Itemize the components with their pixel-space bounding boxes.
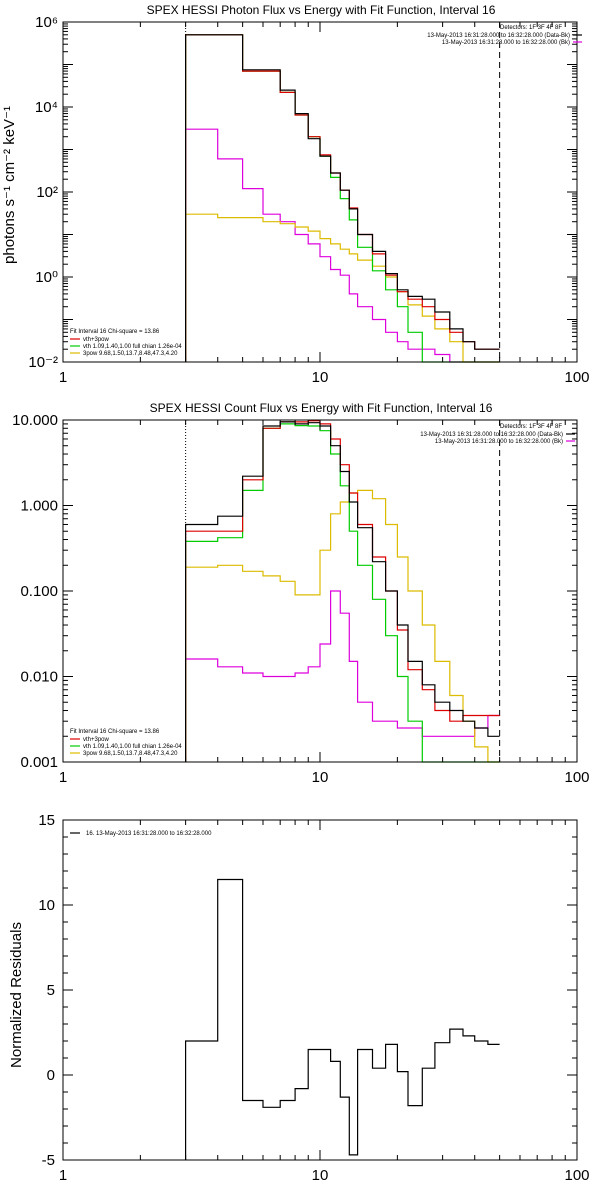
legend-vth-3pow-label: vth+3pow xyxy=(83,337,110,343)
legend-3pow-label: 3pow 9.68,1.50,13.7,8.48,47.3,4.20 xyxy=(83,751,178,757)
y-tick-label: 10⁶ xyxy=(35,14,58,31)
y-tick-label: 10⁴ xyxy=(35,99,58,116)
photon-flux-series xyxy=(185,22,501,363)
y-tick-label: 1.000 xyxy=(20,498,58,515)
y-tick-label: 5 xyxy=(47,982,55,999)
x-tick-label: 10 xyxy=(312,769,329,786)
legend-fit-interval-header: Fit Interval 16 Chi-square = 13.86 xyxy=(70,729,160,735)
count-flux-legend-top-right: Detectors: 1F 3F 4F 8F 13-May-2013 16:31… xyxy=(420,424,575,445)
legend-vth-label: vth 1.09,1.40,1.00 full chian 1.26e-04 xyxy=(83,344,182,350)
x-tick-label: 100 xyxy=(564,769,589,786)
photon-flux-y-axis-label: photons s⁻¹ cm⁻² keV⁻¹ xyxy=(1,106,18,264)
residuals-legend: 16. 13-May-2013 16:31:28.000 to 16:32:28… xyxy=(70,831,212,837)
photon-flux-legend-top-right: Detectors: 1F 3F 4F 8F 13-May-2013 16:31… xyxy=(427,25,582,46)
legend-bk-label: 13-May-2013 16:31:28.000 to 16:32:28.000… xyxy=(435,439,563,445)
series-line-0 xyxy=(185,421,500,762)
legend-vth-label: vth 1.09,1.40,1.00 full chian 1.26e-04 xyxy=(83,744,182,750)
y-tick-label: 10⁻² xyxy=(28,354,58,371)
y-tick-label: 0 xyxy=(47,1067,55,1084)
residuals-y-axis-label: Normalized Residuals xyxy=(8,922,25,1068)
count-flux-legend-bottom-left: Fit Interval 16 Chi-square = 13.86 vth+3… xyxy=(70,729,182,757)
x-tick-label: 1 xyxy=(59,1167,67,1184)
x-tick-label: 100 xyxy=(564,369,589,386)
series-line-0 xyxy=(185,878,500,1160)
y-tick-label: -5 xyxy=(42,1152,55,1169)
x-tick-label: 100 xyxy=(564,1167,589,1184)
legend-data-bk-label: 13-May-2013 16:31:28.000 to 16:32:28.000… xyxy=(427,33,570,39)
y-tick-label: 0.001 xyxy=(20,754,58,771)
y-tick-label: 0.100 xyxy=(20,583,58,600)
count-flux-panel: SPEX HESSI Count Flux vs Energy with Fit… xyxy=(12,401,589,786)
series-line-4 xyxy=(185,128,500,363)
y-tick-label: 10² xyxy=(36,184,58,201)
series-line-3 xyxy=(185,213,500,363)
photon-flux-panel: SPEX HESSI Photon Flux vs Energy with Fi… xyxy=(1,3,590,386)
residuals-frame: 1 10 100 -5 0 5 10 15 xyxy=(38,812,589,1184)
residuals-series xyxy=(185,878,500,1160)
residuals-panel: Normalized Residuals 1 10 100 -5 0 5 10 15 16. … xyxy=(8,812,590,1184)
photon-flux-title: SPEX HESSI Photon Flux vs Energy with Fi… xyxy=(147,3,496,17)
y-tick-label: 15 xyxy=(38,812,55,829)
count-flux-title: SPEX HESSI Count Flux vs Energy with Fit… xyxy=(150,401,493,415)
legend-residual-label: 16. 13-May-2013 16:31:28.000 to 16:32:28… xyxy=(86,831,212,837)
y-tick-label: 10⁰ xyxy=(35,269,58,286)
y-tick-label: 10 xyxy=(38,897,55,914)
series-line-3 xyxy=(185,489,500,763)
photon-flux-legend-bottom-left: Fit Interval 16 Chi-square = 13.86 vth+3… xyxy=(70,329,182,357)
legend-vth-3pow-label: vth+3pow xyxy=(83,737,110,743)
series-line-0 xyxy=(185,34,500,362)
legend-3pow-label: 3pow 9.68,1.50,13.7,8.48,47.3,4.20 xyxy=(83,351,178,357)
count-flux-series xyxy=(185,420,501,763)
x-tick-label: 10 xyxy=(312,1167,329,1184)
count-flux-frame: 1 10 100 0.001 0.010 0.100 1.000 10.000 xyxy=(12,412,589,786)
x-tick-label: 1 xyxy=(59,369,67,386)
legend-bk-label: 13-May-2013 16:31:28.000 to 16:32:28.000… xyxy=(442,40,570,46)
y-tick-label: 10.000 xyxy=(12,412,58,429)
y-tick-label: 0.010 xyxy=(20,669,58,686)
x-tick-label: 10 xyxy=(312,369,329,386)
series-line-1 xyxy=(185,420,500,762)
legend-fit-interval-header: Fit Interval 16 Chi-square = 13.86 xyxy=(70,329,160,335)
series-line-4 xyxy=(185,590,500,762)
x-tick-label: 1 xyxy=(59,769,67,786)
legend-detectors-header: Detectors: 1F 3F 4F 8F xyxy=(500,424,562,430)
photon-flux-frame: 1 10 100 10⁻² 10⁰ 10² 10⁴ 10⁶ xyxy=(28,14,589,386)
legend-detectors-header: Detectors: 1F 3F 4F 8F xyxy=(500,25,562,31)
legend-data-bk-label: 13-May-2013 16:31:28.000 to 16:32:28.000… xyxy=(420,432,563,438)
